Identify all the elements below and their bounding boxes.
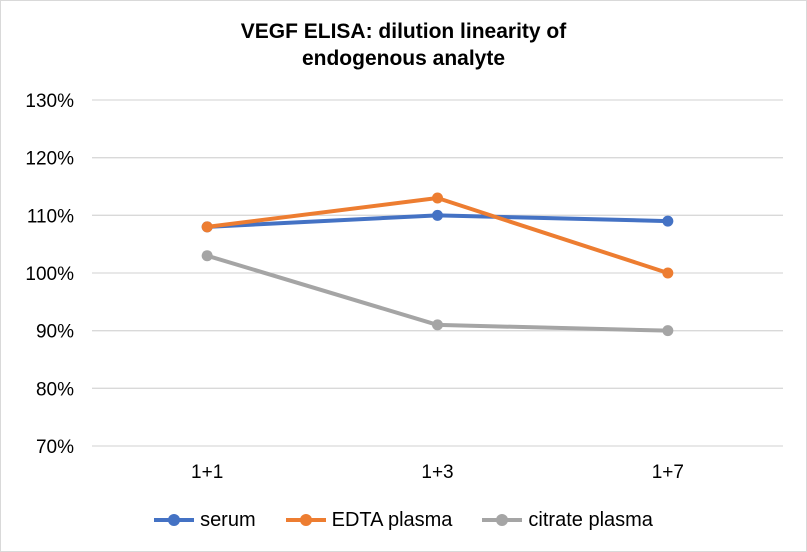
data-point-edta-plasma: [662, 267, 674, 279]
data-point-citrate-plasma: [662, 325, 674, 337]
legend-marker: [154, 514, 195, 526]
y-tick-label: 120%: [25, 149, 74, 170]
x-tick-label: 1+1: [191, 462, 223, 483]
series-group: [201, 192, 674, 337]
y-tick-label: 70%: [36, 437, 74, 458]
legend-marker: [285, 514, 326, 526]
gridlines: [92, 99, 783, 447]
y-tick-label: 90%: [36, 322, 74, 343]
y-tick-label: 100%: [25, 264, 74, 285]
legend-label: citrate plasma: [528, 508, 653, 531]
legend-label: serum: [200, 508, 256, 531]
data-point-edta-plasma: [201, 221, 213, 233]
y-axis-tick-labels: 70% 80% 90% 100% 110% 120% 130%: [25, 91, 74, 458]
x-tick-label: 1+3: [421, 462, 453, 483]
y-tick-label: 130%: [25, 91, 74, 112]
y-tick-label: 80%: [36, 379, 74, 400]
data-point-citrate-plasma: [201, 250, 213, 262]
data-point-edta-plasma: [432, 192, 443, 204]
chart-title-line-2: endogenous analyte: [301, 47, 506, 70]
legend-item: EDTA plasma: [285, 508, 453, 532]
y-tick-label: 110%: [27, 206, 74, 227]
data-point-serum: [662, 215, 674, 227]
x-axis-tick-labels: 1+1 1+3 1+7: [191, 462, 684, 483]
legend-item: citrate plasma: [482, 509, 653, 532]
chart-title-line-1: VEGF ELISA: dilution linearity of: [240, 20, 567, 43]
legend: serum EDTA plasma citrate plasma: [0, 506, 807, 534]
legend-marker: [482, 514, 523, 526]
x-tick-label: 1+7: [652, 462, 684, 483]
chart-title: VEGF ELISA: dilution linearity of endoge…: [0, 18, 807, 72]
legend-label: EDTA plasma: [331, 508, 453, 531]
series-line-edta-plasma: [205, 196, 670, 275]
data-point-citrate-plasma: [432, 319, 443, 331]
legend-item: serum: [154, 509, 256, 532]
data-point-serum: [432, 209, 443, 221]
